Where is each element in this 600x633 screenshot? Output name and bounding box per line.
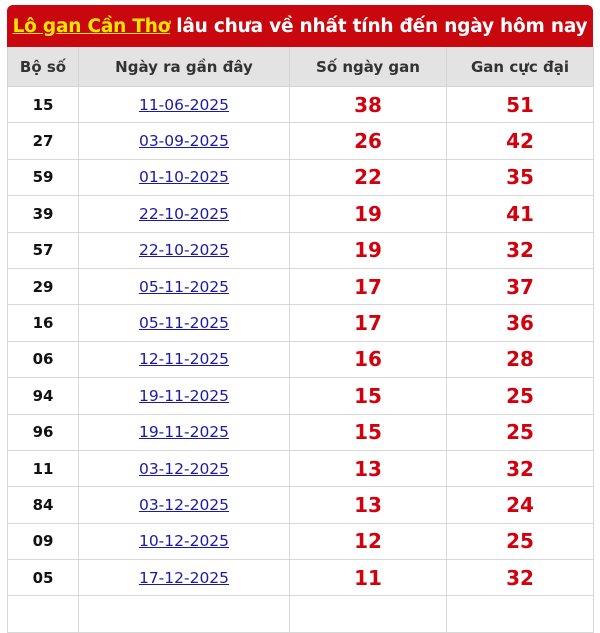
date-link[interactable]: 10-12-2025 — [138, 532, 230, 551]
bo-so-cell: 29 — [7, 267, 79, 306]
date-cell: 11-06-2025 — [78, 85, 290, 124]
table-row: 11 03-12-2025 13 32 — [7, 449, 594, 488]
table-row: 39 22-10-2025 19 41 — [7, 195, 594, 233]
so-ngay-gan-cell: 26 — [289, 122, 447, 160]
date-link[interactable]: 01-10-2025 — [138, 168, 230, 187]
date-cell: 10-12-2025 — [78, 522, 290, 561]
table-row: 94 19-11-2025 15 25 — [7, 377, 594, 415]
date-link[interactable]: 19-11-2025 — [138, 386, 230, 405]
bo-so-cell: 94 — [7, 377, 79, 415]
lo-gan-table-container: Lô gan Cần Thơ lâu chưa về nhất tính đến… — [7, 5, 594, 633]
date-cell: 01-10-2025 — [78, 158, 290, 197]
so-ngay-gan-cell: 17 — [289, 304, 447, 342]
date-link[interactable]: 05-11-2025 — [138, 277, 230, 296]
table-row: 09 10-12-2025 12 25 — [7, 522, 594, 561]
date-cell: 03-12-2025 — [78, 449, 290, 488]
gan-cuc-dai-cell: 51 — [446, 85, 594, 124]
gan-cuc-dai-cell: 36 — [446, 304, 594, 342]
lo-gan-table: Bộ số Ngày ra gần đây Số ngày gan Gan cự… — [7, 47, 594, 633]
date-cell: 19-11-2025 — [78, 377, 290, 415]
so-ngay-gan-cell: 16 — [289, 340, 447, 379]
bo-so-cell: 57 — [7, 231, 79, 269]
so-ngay-gan-cell: 15 — [289, 377, 447, 415]
date-cell: 19-11-2025 — [78, 413, 290, 451]
gan-cuc-dai-cell: 42 — [446, 122, 594, 160]
date-cell: 05-11-2025 — [78, 304, 290, 342]
gan-cuc-dai-cell: 37 — [446, 267, 594, 306]
column-header-bo-so: Bộ số — [7, 47, 79, 87]
table-row: 16 05-11-2025 17 36 — [7, 304, 594, 342]
so-ngay-gan-cell: 19 — [289, 231, 447, 269]
date-link[interactable]: 05-11-2025 — [138, 314, 230, 333]
table-row: 15 11-06-2025 38 51 — [7, 85, 594, 124]
table-row: 05 17-12-2025 11 32 — [7, 559, 594, 597]
column-header-so-ngay-gan: Số ngày gan — [289, 47, 447, 87]
bo-so-cell: 05 — [7, 559, 79, 597]
date-link[interactable]: 03-12-2025 — [138, 459, 230, 478]
gan-cuc-dai-cell: 32 — [446, 449, 594, 488]
gan-cuc-dai-cell: 24 — [446, 486, 594, 524]
bo-so-cell: 84 — [7, 486, 79, 524]
date-cell: 12-11-2025 — [78, 340, 290, 379]
date-cell: 17-12-2025 — [78, 559, 290, 597]
so-ngay-gan-cell: 17 — [289, 267, 447, 306]
table-row: 96 19-11-2025 15 25 — [7, 413, 594, 451]
table-row: 84 03-12-2025 13 24 — [7, 486, 594, 524]
date-link[interactable]: 12-11-2025 — [138, 350, 230, 369]
table-title: Lô gan Cần Thơ lâu chưa về nhất tính đến… — [7, 5, 593, 47]
table-row: 59 01-10-2025 22 35 — [7, 158, 594, 197]
table-row: 06 12-11-2025 16 28 — [7, 340, 594, 379]
so-ngay-gan-cell: 11 — [289, 559, 447, 597]
gan-cuc-dai-cell: 32 — [446, 231, 594, 269]
date-link[interactable]: 22-10-2025 — [138, 204, 230, 223]
bo-so-cell: 06 — [7, 340, 79, 379]
date-link[interactable]: 11-06-2025 — [138, 95, 230, 114]
column-header-ngay-ra: Ngày ra gần đây — [78, 47, 290, 87]
date-link[interactable]: 03-12-2025 — [138, 495, 230, 514]
bo-so-cell: 16 — [7, 304, 79, 342]
so-ngay-gan-cell: 13 — [289, 449, 447, 488]
gan-cuc-dai-cell: 25 — [446, 413, 594, 451]
so-ngay-gan-cell: 22 — [289, 158, 447, 197]
gan-cuc-dai-cell: 25 — [446, 377, 594, 415]
column-header-gan-cuc-dai: Gan cực đại — [446, 47, 594, 87]
title-text: lâu chưa về nhất tính đến ngày hôm nay — [176, 15, 588, 37]
date-cell: 03-09-2025 — [78, 122, 290, 160]
date-link[interactable]: 17-12-2025 — [138, 568, 230, 587]
bo-so-cell: 09 — [7, 522, 79, 561]
gan-cuc-dai-cell: 41 — [446, 195, 594, 233]
gan-cuc-dai-cell: 32 — [446, 559, 594, 597]
table-row-partial — [7, 595, 594, 633]
date-cell: 22-10-2025 — [78, 195, 290, 233]
table-row: 27 03-09-2025 26 42 — [7, 122, 594, 160]
table-row: 57 22-10-2025 19 32 — [7, 231, 594, 269]
so-ngay-gan-cell: 12 — [289, 522, 447, 561]
so-ngay-gan-cell: 15 — [289, 413, 447, 451]
gan-cuc-dai-cell: 28 — [446, 340, 594, 379]
date-cell: 22-10-2025 — [78, 231, 290, 269]
title-link-lo-gan-can-tho[interactable]: Lô gan Cần Thơ — [12, 15, 171, 37]
gan-cuc-dai-cell: 35 — [446, 158, 594, 197]
table-row: 29 05-11-2025 17 37 — [7, 267, 594, 306]
date-cell: 05-11-2025 — [78, 267, 290, 306]
bo-so-cell: 11 — [7, 449, 79, 488]
date-link[interactable]: 19-11-2025 — [138, 423, 230, 442]
so-ngay-gan-cell: 19 — [289, 195, 447, 233]
bo-so-cell: 59 — [7, 158, 79, 197]
date-link[interactable]: 22-10-2025 — [138, 241, 230, 260]
gan-cuc-dai-cell: 25 — [446, 522, 594, 561]
bo-so-cell: 39 — [7, 195, 79, 233]
table-header-row: Bộ số Ngày ra gần đây Số ngày gan Gan cự… — [7, 47, 594, 87]
so-ngay-gan-cell: 38 — [289, 85, 447, 124]
date-link[interactable]: 03-09-2025 — [138, 132, 230, 151]
bo-so-cell: 27 — [7, 122, 79, 160]
so-ngay-gan-cell: 13 — [289, 486, 447, 524]
bo-so-cell: 15 — [7, 85, 79, 124]
date-cell: 03-12-2025 — [78, 486, 290, 524]
bo-so-cell: 96 — [7, 413, 79, 451]
